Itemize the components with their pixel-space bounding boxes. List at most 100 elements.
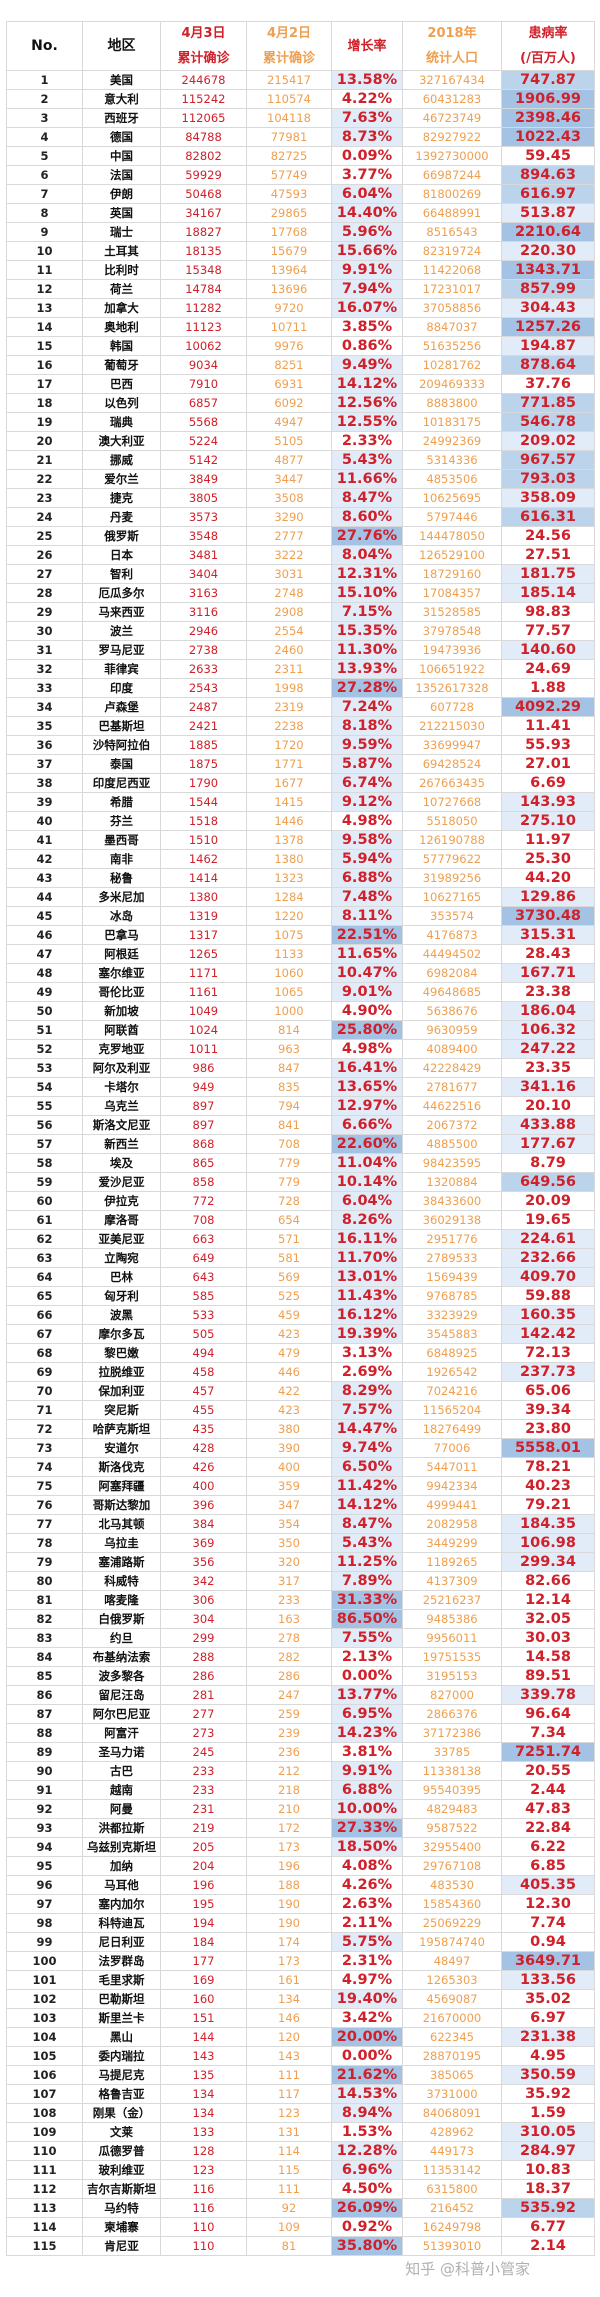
cell-cases-per-million: 39.34 <box>501 1400 595 1420</box>
cell-no: 36 <box>6 735 83 755</box>
cell-population: 48497 <box>402 1951 502 1971</box>
cell-population: 1320884 <box>402 1172 502 1192</box>
table-row: 110 瓜德罗普 128 114 12.28% 449173 284.97 <box>6 2141 595 2161</box>
cell-growth-rate: 11.04% <box>331 1153 403 1173</box>
cell-no: 61 <box>6 1210 83 1230</box>
cell-population: 19473936 <box>402 640 502 660</box>
table-row: 45 冰岛 1319 1220 8.11% 353574 3730.48 <box>6 906 595 926</box>
cell-growth-rate: 10.00% <box>331 1799 403 1819</box>
table-body: 1 美国 244678 215417 13.58% 327167434 747.87 2 意大利… <box>6 70 595 2256</box>
cell-no: 39 <box>6 792 83 812</box>
watermark: 知乎 @科普小管家 <box>405 2260 530 2278</box>
cell-region: 吉尔吉斯斯坦 <box>82 2179 161 2199</box>
cell-population: 21670000 <box>402 2008 502 2028</box>
cell-apr3-confirmed: 1265 <box>160 944 247 964</box>
cell-apr3-confirmed: 396 <box>160 1495 247 1515</box>
cell-population: 827000 <box>402 1685 502 1705</box>
cell-growth-rate: 3.42% <box>331 2008 403 2028</box>
cell-no: 91 <box>6 1780 83 1800</box>
cell-no: 63 <box>6 1248 83 1268</box>
cell-apr3-confirmed: 5142 <box>160 450 247 470</box>
table-row: 1 美国 244678 215417 13.58% 327167434 747.87 <box>6 70 595 90</box>
cell-apr2-confirmed: 190 <box>246 1894 332 1914</box>
table-row: 88 阿富汗 273 239 14.23% 37172386 7.34 <box>6 1723 595 1743</box>
cell-apr2-confirmed: 2554 <box>246 621 332 641</box>
cell-apr3-confirmed: 663 <box>160 1229 247 1249</box>
cell-no: 32 <box>6 659 83 679</box>
cell-cases-per-million: 224.61 <box>501 1229 595 1249</box>
cell-region: 马提尼克 <box>82 2065 161 2085</box>
cell-population: 51393010 <box>402 2236 502 2256</box>
cell-apr3-confirmed: 1885 <box>160 735 247 755</box>
cell-apr3-confirmed: 115242 <box>160 89 247 109</box>
cell-population: 209469333 <box>402 374 502 394</box>
cell-apr2-confirmed: 6092 <box>246 393 332 413</box>
cell-population: 1189265 <box>402 1552 502 1572</box>
cell-growth-rate: 9.12% <box>331 792 403 812</box>
cell-cases-per-million: 96.64 <box>501 1704 595 1724</box>
cell-no: 23 <box>6 488 83 508</box>
cell-region: 西班牙 <box>82 108 161 128</box>
table-row: 39 希腊 1544 1415 9.12% 10727668 143.93 <box>6 792 595 812</box>
cell-population: 8883800 <box>402 393 502 413</box>
cell-no: 111 <box>6 2160 83 2180</box>
cell-no: 40 <box>6 811 83 831</box>
cell-region: 哥伦比亚 <box>82 982 161 1002</box>
cell-growth-rate: 5.75% <box>331 1932 403 1952</box>
cell-cases-per-million: 47.83 <box>501 1799 595 1819</box>
cell-no: 6 <box>6 165 83 185</box>
cell-apr3-confirmed: 1049 <box>160 1001 247 1021</box>
cell-cases-per-million: 40.23 <box>501 1476 595 1496</box>
cell-apr2-confirmed: 3031 <box>246 564 332 584</box>
cell-no: 60 <box>6 1191 83 1211</box>
table-row: 60 伊拉克 772 728 6.04% 38433600 20.09 <box>6 1191 595 1211</box>
header-pop-year: 2018年 <box>427 26 477 41</box>
cell-population: 46723749 <box>402 108 502 128</box>
cell-population: 10727668 <box>402 792 502 812</box>
table-row: 29 马来西亚 3116 2908 7.15% 31528585 98.83 <box>6 602 595 622</box>
cell-region: 菲律宾 <box>82 659 161 679</box>
cell-apr2-confirmed: 111 <box>246 2065 332 2085</box>
cell-growth-rate: 5.43% <box>331 1533 403 1553</box>
cell-region: 马约特 <box>82 2198 161 2218</box>
table-row: 73 安道尔 428 390 9.74% 77006 5558.01 <box>6 1438 595 1458</box>
cell-apr2-confirmed: 963 <box>246 1039 332 1059</box>
table-row: 90 古巴 233 212 9.91% 11338138 20.55 <box>6 1761 595 1781</box>
cell-population: 38433600 <box>402 1191 502 1211</box>
cell-apr3-confirmed: 897 <box>160 1115 247 1135</box>
cell-growth-rate: 3.13% <box>331 1343 403 1363</box>
cell-no: 74 <box>6 1457 83 1477</box>
cell-apr3-confirmed: 123 <box>160 2160 247 2180</box>
cell-no: 90 <box>6 1761 83 1781</box>
cell-apr2-confirmed: 173 <box>246 1951 332 1971</box>
cell-region: 澳大利亚 <box>82 431 161 451</box>
table-row: 37 泰国 1875 1771 5.87% 69428524 27.01 <box>6 754 595 774</box>
cell-population: 212215030 <box>402 716 502 736</box>
cell-apr3-confirmed: 204 <box>160 1856 247 1876</box>
cell-apr2-confirmed: 423 <box>246 1400 332 1420</box>
cell-apr3-confirmed: 194 <box>160 1913 247 1933</box>
cell-population: 428962 <box>402 2122 502 2142</box>
cell-no: 92 <box>6 1799 83 1819</box>
cell-cases-per-million: 284.97 <box>501 2141 595 2161</box>
table-row: 50 新加坡 1049 1000 4.90% 5638676 186.04 <box>6 1001 595 1021</box>
cell-apr3-confirmed: 435 <box>160 1419 247 1439</box>
cell-no: 109 <box>6 2122 83 2142</box>
cell-growth-rate: 16.07% <box>331 298 403 318</box>
cell-apr2-confirmed: 350 <box>246 1533 332 1553</box>
cell-no: 99 <box>6 1932 83 1952</box>
cell-region: 洪都拉斯 <box>82 1818 161 1838</box>
table-row: 98 科特迪瓦 194 190 2.11% 25069229 7.74 <box>6 1913 595 1933</box>
cell-apr3-confirmed: 299 <box>160 1628 247 1648</box>
cell-cases-per-million: 409.70 <box>501 1267 595 1287</box>
cell-region: 乌兹别克斯坦 <box>82 1837 161 1857</box>
cell-population: 4999441 <box>402 1495 502 1515</box>
cell-population: 42228429 <box>402 1058 502 1078</box>
cell-growth-rate: 31.33% <box>331 1590 403 1610</box>
cell-no: 27 <box>6 564 83 584</box>
cell-growth-rate: 22.51% <box>331 925 403 945</box>
cell-cases-per-million: 143.93 <box>501 792 595 812</box>
cell-region: 多米尼加 <box>82 887 161 907</box>
table-row: 91 越南 233 218 6.88% 95540395 2.44 <box>6 1780 595 1800</box>
cell-cases-per-million: 133.56 <box>501 1970 595 1990</box>
